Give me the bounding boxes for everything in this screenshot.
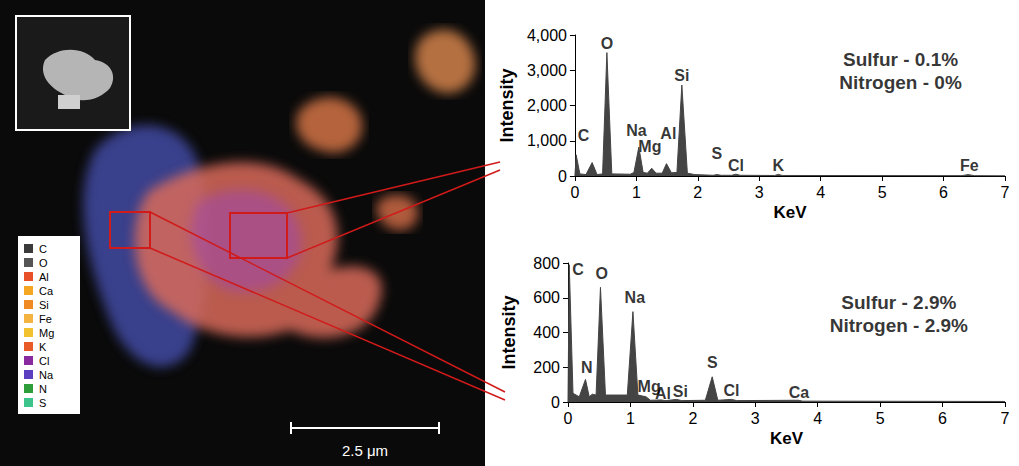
svg-text:Cl: Cl [39,355,49,367]
svg-text:S: S [712,145,723,162]
svg-text:Ca: Ca [39,285,54,297]
svg-text:6: 6 [939,184,948,201]
svg-text:200: 200 [533,359,560,376]
svg-text:800: 800 [533,255,560,272]
svg-text:Na: Na [39,369,54,381]
svg-text:Ca: Ca [789,384,810,401]
svg-text:3,000: 3,000 [527,62,567,79]
svg-text:Nitrogen - 2.9%: Nitrogen - 2.9% [830,315,968,336]
svg-text:O: O [39,257,48,269]
svg-text:Mg: Mg [39,327,54,339]
svg-text:2: 2 [688,410,697,427]
svg-text:5: 5 [876,410,885,427]
svg-text:S: S [707,354,718,371]
svg-text:C: C [39,243,47,255]
svg-text:K: K [773,157,785,174]
svg-text:5: 5 [878,184,887,201]
svg-text:Intensity: Intensity [497,68,517,142]
svg-text:1: 1 [632,184,641,201]
svg-text:Mg: Mg [638,138,661,155]
svg-text:Sulfur - 2.9%: Sulfur - 2.9% [841,292,956,313]
svg-text:7: 7 [1001,184,1010,201]
svg-text:2.5 μm: 2.5 μm [342,442,388,459]
svg-text:Mg: Mg [637,377,661,395]
svg-text:Fe: Fe [960,157,979,174]
svg-text:K: K [39,341,47,353]
svg-text:Nitrogen - 0%: Nitrogen - 0% [839,72,962,93]
svg-text:6: 6 [938,410,947,427]
svg-text:2,000: 2,000 [527,97,567,114]
svg-text:O: O [595,265,607,282]
svg-text:Si: Si [673,383,688,400]
svg-text:4: 4 [816,184,825,201]
svg-text:600: 600 [533,289,560,306]
svg-text:Al: Al [655,385,671,402]
svg-text:3: 3 [751,410,760,427]
svg-text:Na: Na [625,289,646,306]
svg-text:S: S [39,397,46,409]
svg-text:O: O [601,35,613,52]
svg-text:Na: Na [626,122,647,139]
svg-text:Al: Al [39,271,49,283]
svg-text:KeV: KeV [770,429,804,448]
svg-text:C: C [572,261,584,278]
svg-text:N: N [39,383,47,395]
svg-text:Si: Si [39,299,49,311]
svg-text:3: 3 [755,184,764,201]
svg-text:4: 4 [813,410,822,427]
svg-text:Cl: Cl [724,382,740,399]
svg-text:0: 0 [570,184,579,201]
svg-text:0: 0 [558,168,567,185]
svg-text:2: 2 [693,184,702,201]
svg-text:Intensity: Intensity [499,295,519,369]
svg-text:7: 7 [1001,410,1010,427]
svg-text:Cl: Cl [728,157,744,174]
svg-text:N: N [581,359,593,376]
svg-text:Al: Al [660,125,676,142]
svg-text:Si: Si [674,67,689,84]
svg-text:1: 1 [626,410,635,427]
svg-text:400: 400 [533,324,560,341]
svg-text:0: 0 [564,410,573,427]
svg-text:KeV: KeV [773,203,807,222]
svg-text:Fe: Fe [39,313,52,325]
svg-text:0: 0 [551,394,560,411]
svg-text:4,000: 4,000 [527,27,567,44]
svg-text:Sulfur - 0.1%: Sulfur - 0.1% [843,49,958,70]
svg-text:1,000: 1,000 [527,132,567,149]
svg-text:C: C [578,127,590,144]
